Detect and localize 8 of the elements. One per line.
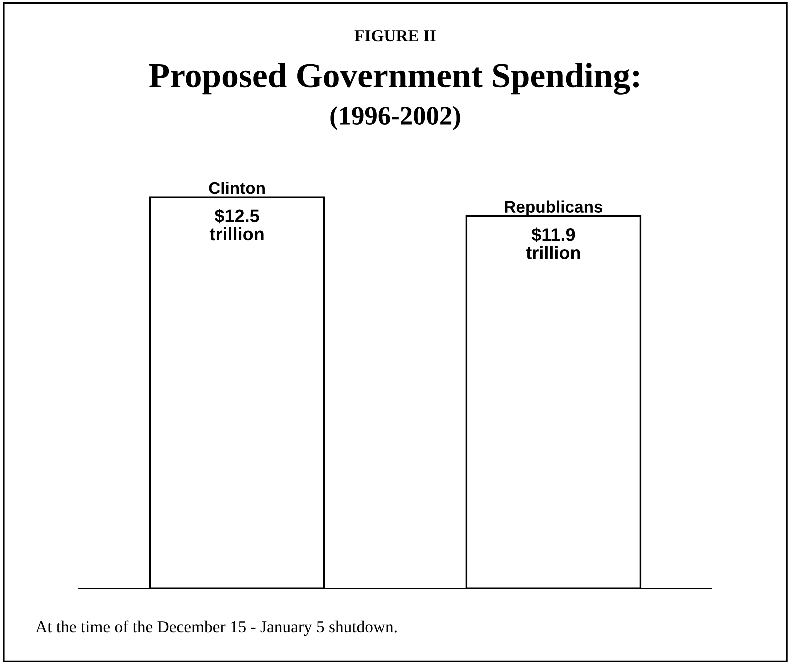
data-label: $12.5 trillion [210, 208, 264, 241]
text: At the time of the December 15 - January 5 shutdown. [36, 620, 397, 636]
chart-title: Proposed Government Spending: [149, 63, 640, 95]
x-tick-label: Clinton [209, 182, 265, 194]
chart-subtitle: (1996-2002) [330, 106, 460, 130]
data-label: $11.9 trillion [526, 228, 580, 260]
text: FIGURE II [354, 30, 436, 42]
x-tick-label: Republicans [505, 200, 603, 216]
